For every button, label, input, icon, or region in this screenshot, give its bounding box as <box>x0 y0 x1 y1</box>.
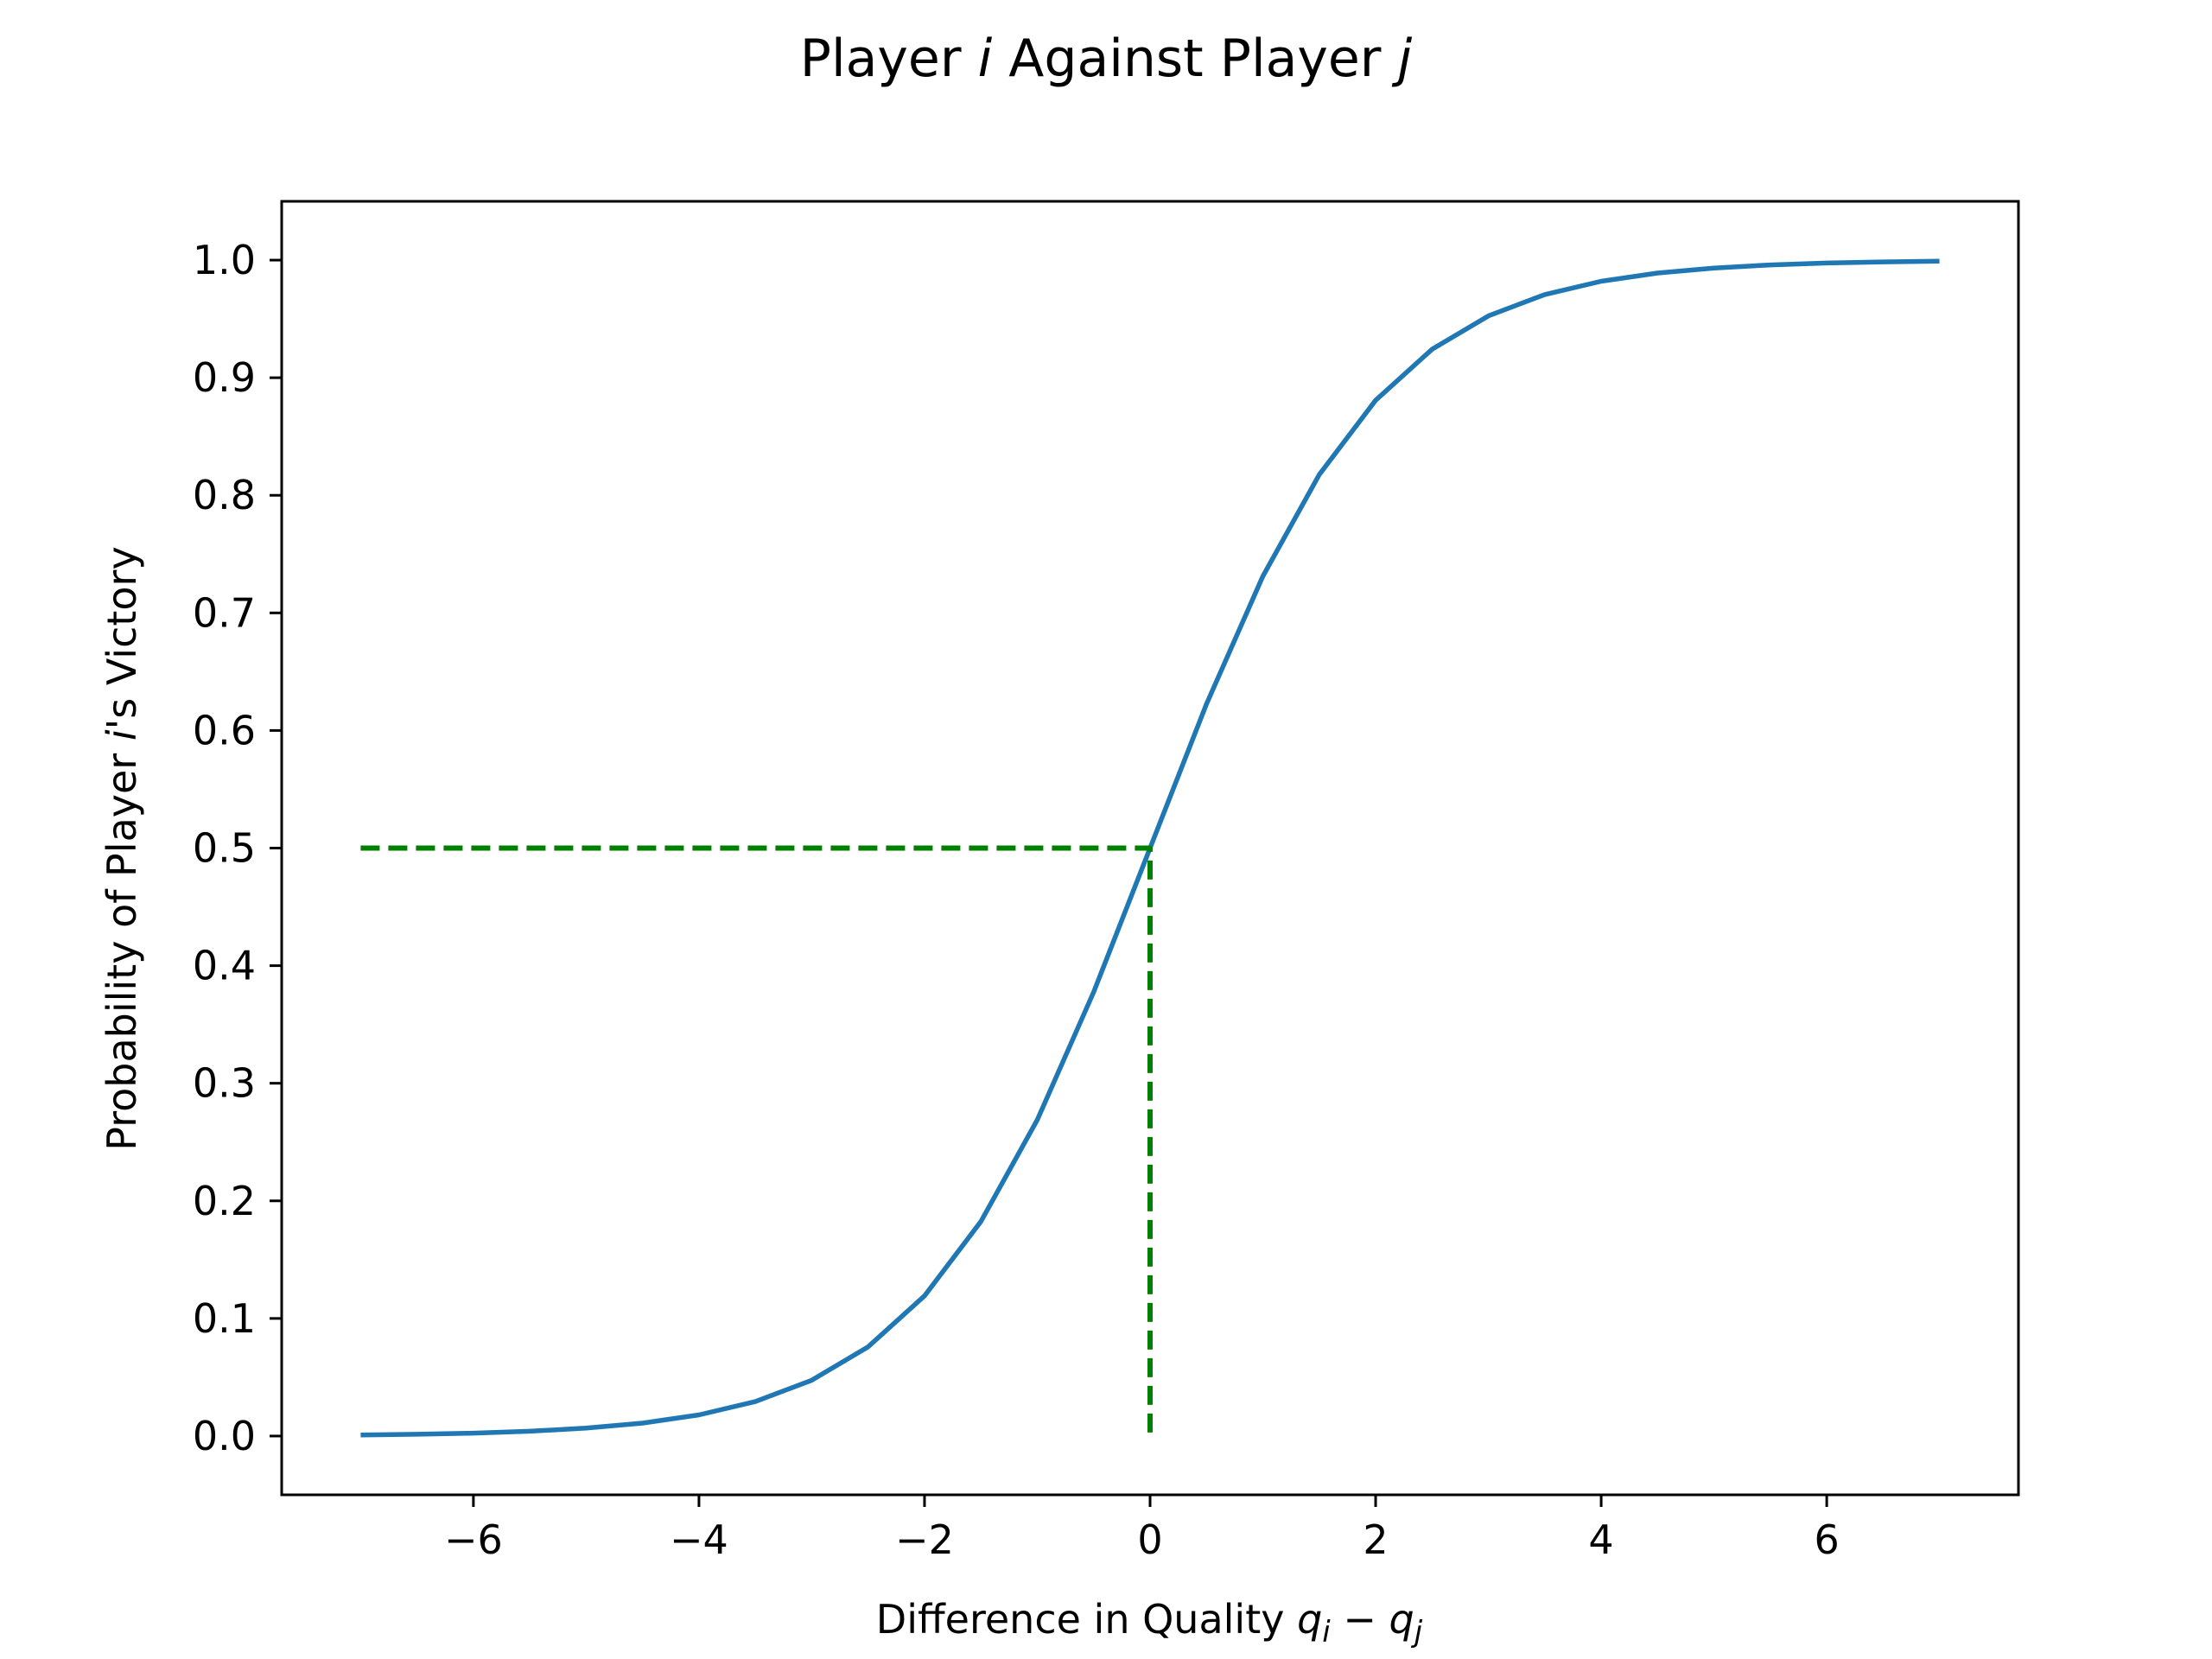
y-tick-label: 0.1 <box>193 1295 256 1342</box>
y-tick-label: 0.5 <box>193 825 256 872</box>
y-tick-label: 0.6 <box>193 707 256 753</box>
y-tick-label: 0.9 <box>193 354 256 401</box>
chart-title: Player i Against Player j <box>800 29 1413 89</box>
x-tick-label: 4 <box>1588 1516 1613 1563</box>
x-tick-label: 6 <box>1814 1516 1839 1563</box>
y-tick-label: 0.2 <box>193 1178 256 1224</box>
y-tick-label: 0.0 <box>193 1413 256 1459</box>
x-tick-label: 0 <box>1137 1516 1162 1563</box>
x-tick-label: −6 <box>444 1516 503 1563</box>
x-tick-label: −4 <box>670 1516 728 1563</box>
reference-dashed-line <box>360 845 1153 1436</box>
y-tick-label: 0.4 <box>193 943 256 989</box>
y-axis-label: Probability of Player i's Victory <box>99 546 145 1150</box>
y-axis: 0.0 0.1 0.2 0.3 0.4 0.5 0.6 0.7 0.8 0.9 1.0 <box>193 237 282 1459</box>
y-tick-label: 0.7 <box>193 589 256 636</box>
x-tick-label: 2 <box>1363 1516 1388 1563</box>
plot-series <box>360 258 1940 1438</box>
y-tick-label: 0.3 <box>193 1060 256 1107</box>
y-tick-label: 1.0 <box>193 237 256 283</box>
y-tick-label: 0.8 <box>193 472 256 518</box>
x-axis: −6 −4 −2 0 2 4 6 <box>444 1495 1840 1563</box>
x-tick-label: −2 <box>895 1516 954 1563</box>
x-axis-label: Difference in Quality qi − qj <box>876 1596 1423 1649</box>
